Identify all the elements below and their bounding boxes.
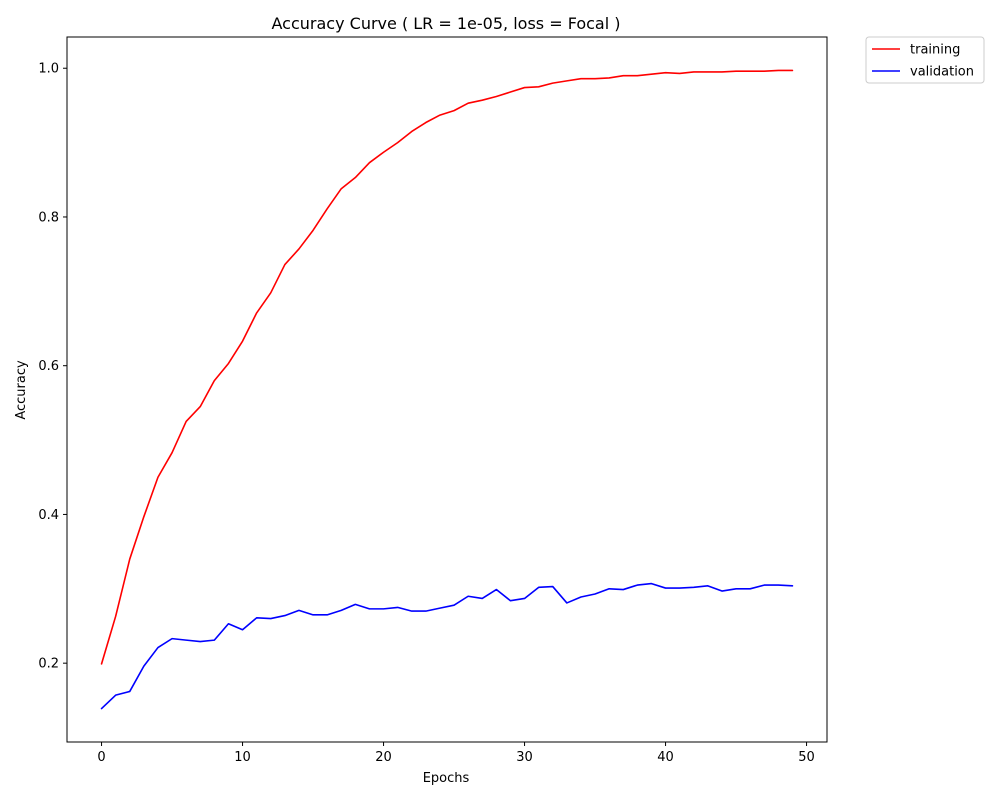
x-tick-label: 30 xyxy=(516,750,533,765)
y-tick-label: 0.2 xyxy=(38,657,59,672)
chart-title: Accuracy Curve ( LR = 1e-05, loss = Foca… xyxy=(272,14,621,33)
x-axis: 0 10 20 30 40 50 xyxy=(97,742,815,765)
x-tick-label: 0 xyxy=(97,750,105,765)
legend-label-validation: validation xyxy=(910,65,974,80)
x-axis-label: Epochs xyxy=(423,771,470,786)
x-tick-label: 10 xyxy=(234,750,251,765)
legend: training validation xyxy=(865,36,985,84)
y-axis: 0.2 0.4 0.6 0.8 1.0 xyxy=(38,62,67,672)
plot-frame xyxy=(66,36,828,743)
plot-area xyxy=(100,69,794,710)
y-tick-label: 0.8 xyxy=(38,210,59,225)
x-tick-label: 40 xyxy=(657,750,674,765)
x-tick-label: 50 xyxy=(798,750,815,765)
validation-series-line xyxy=(100,582,794,710)
y-tick-label: 0.4 xyxy=(38,508,59,523)
legend-label-training: training xyxy=(910,43,960,58)
training-series-line xyxy=(100,69,794,665)
y-tick-label: 0.6 xyxy=(38,359,59,374)
y-axis-label: Accuracy xyxy=(14,360,29,420)
y-tick-label: 1.0 xyxy=(38,62,59,77)
x-tick-label: 20 xyxy=(375,750,392,765)
